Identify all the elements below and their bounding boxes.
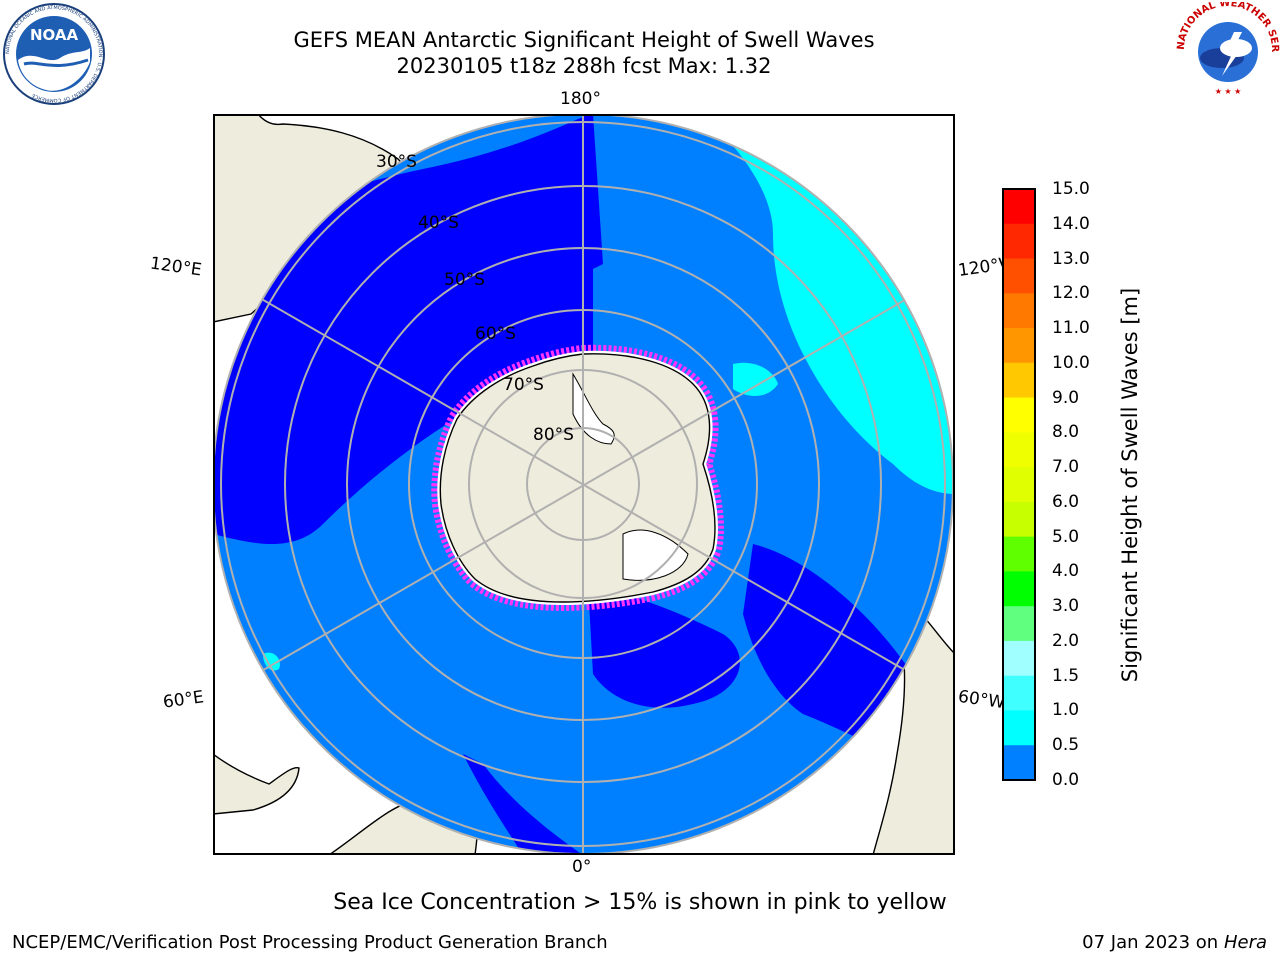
colorbar-swatch [1003,397,1035,433]
colorbar-tick-label: 15.0 [1052,179,1090,199]
colorbar-swatch [1003,293,1035,329]
colorbar-swatch [1003,467,1035,503]
lat-label-70s: 70°S [503,375,544,395]
noaa-logo-text: NOAA [30,26,79,44]
lat-label-60s: 60°S [475,324,516,344]
lat-label-40s: 40°S [418,213,459,233]
colorbar-swatch [1003,745,1035,781]
colorbar-swatch [1003,606,1035,642]
page-title: GEFS MEAN Antarctic Significant Height o… [293,28,875,52]
lon-label-180: 180° [560,89,601,109]
date-stamp: 07 Jan 2023 on Hera [1082,932,1267,953]
colorbar-swatch [1003,675,1035,711]
colorbar-swatch [1003,362,1035,399]
colorbar-swatch [1003,501,1035,538]
colorbar-tick-label: 4.0 [1052,561,1080,582]
lon-label-60w: 60°W [956,686,1007,714]
lon-label-0: 0° [572,857,592,877]
graticule [213,114,953,854]
host-text: Hera [1223,932,1267,953]
colorbar-tick-label: 3.0 [1052,596,1080,617]
colorbar-swatch [1003,432,1035,468]
colorbar-label: Significant Height of Swell Waves [m] [1118,287,1142,683]
colorbar-swatch [1003,571,1035,607]
page-subtitle: 20230105 t18z 288h fcst Max: 1.32 [396,54,772,78]
colorbar-tick-label: 0.0 [1052,770,1080,790]
colorbar-tick-label: 12.0 [1052,283,1090,304]
colorbar-tick-label: 1.5 [1052,665,1080,686]
colorbar-tick-label: 2.0 [1052,630,1080,651]
colorbar-swatch [1003,710,1035,746]
polar-map [213,114,955,855]
lon-label-60e: 60°E [161,687,206,713]
colorbar-tick-label: 10.0 [1052,352,1090,373]
lon-label-120e: 120°E [148,253,203,281]
credit-line: NCEP/EMC/Verification Post Processing Pr… [12,932,608,953]
colorbar-tick-label: 1.0 [1052,700,1080,721]
colorbar-swatch [1003,258,1035,294]
colorbar-swatch [1003,536,1035,572]
lat-label-50s: 50°S [444,270,485,290]
colorbar-swatch [1003,189,1035,225]
sea-ice-note: Sea Ice Concentration > 15% is shown in … [333,890,947,915]
lat-label-30s: 30°S [376,152,417,172]
colorbar-tick-label: 8.0 [1052,422,1080,443]
swell-mid-regions [263,114,953,671]
colorbar-tick-label: 6.0 [1052,491,1080,512]
colorbar-tick-label: 7.0 [1052,457,1080,478]
colorbar-tick-label: 14.0 [1052,213,1090,234]
date-text: 07 Jan 2023 on [1082,932,1219,953]
antarctica [431,344,724,611]
colorbar [1002,188,1036,781]
colorbar-swatch [1003,640,1035,677]
lat-label-80s: 80°S [533,425,574,445]
svg-text:★ ★ ★: ★ ★ ★ [1215,87,1242,96]
noaa-logo: NOAA NATIONAL OCEANIC AND ATMOSPHERIC AD… [3,3,105,105]
colorbar-swatch [1003,328,1035,364]
colorbar-tick-label: 9.0 [1052,387,1080,408]
colorbar-tick-label: 11.0 [1052,318,1090,339]
colorbar-tick-label: 5.0 [1052,526,1080,547]
nws-logo: NATIONAL WEATHER SERVICE ★ ★ ★ [1176,2,1280,96]
colorbar-tick-label: 13.0 [1052,248,1090,269]
colorbar-swatch [1003,223,1035,260]
colorbar-tick-label: 0.5 [1052,735,1080,756]
